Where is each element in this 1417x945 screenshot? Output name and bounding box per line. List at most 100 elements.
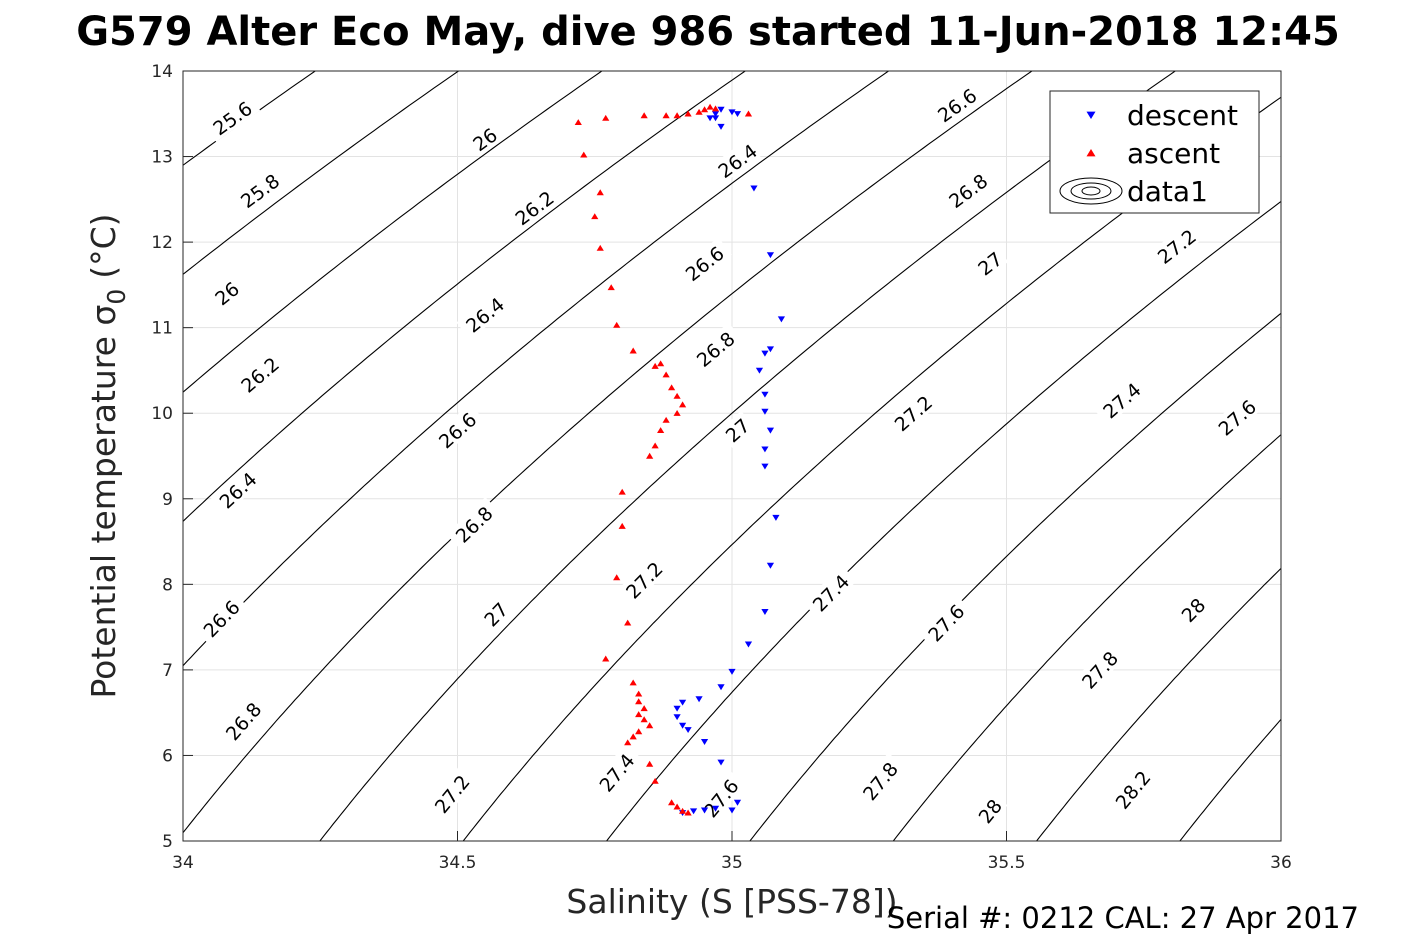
contour-label-bg bbox=[456, 288, 513, 340]
contour-label-bg bbox=[1173, 590, 1212, 629]
legend-descent-label: descent bbox=[1127, 99, 1238, 132]
y-axis-label-main: Potential temperature σ bbox=[84, 305, 123, 699]
ascent-point bbox=[613, 321, 621, 328]
ascent-point bbox=[668, 384, 676, 391]
contour-label-bg bbox=[694, 769, 746, 826]
ascent-point bbox=[678, 401, 687, 408]
ascent-point bbox=[651, 362, 659, 369]
ascent-point bbox=[624, 739, 632, 746]
ascent-point bbox=[618, 522, 626, 529]
ascent-point bbox=[651, 777, 659, 784]
ascent-point bbox=[657, 427, 665, 434]
legend: descent ascent data1 bbox=[1049, 90, 1260, 214]
descent-point bbox=[777, 316, 786, 323]
ascent-point bbox=[646, 722, 654, 729]
ascent-point bbox=[678, 807, 687, 814]
contour-line bbox=[183, 71, 460, 276]
y-tick-label: 11 bbox=[151, 319, 173, 339]
contour-label-bg bbox=[928, 79, 985, 129]
contour-line bbox=[892, 433, 1281, 841]
ascent-point bbox=[646, 452, 654, 459]
contour-label-bg bbox=[803, 565, 857, 620]
descent-point bbox=[717, 123, 725, 130]
ascent-point bbox=[673, 409, 681, 416]
descent-point bbox=[761, 391, 769, 398]
ascent-point bbox=[640, 705, 648, 712]
descent-point bbox=[761, 446, 769, 453]
y-tick-label: 14 bbox=[151, 62, 173, 82]
ascent-point bbox=[744, 110, 753, 117]
descent-point bbox=[733, 799, 742, 806]
descent-point bbox=[772, 514, 780, 521]
serial-cal-footer: Serial #: 0212 CAL: 27 Apr 2017 bbox=[887, 901, 1359, 935]
x-tick-label: 36 bbox=[1270, 853, 1292, 873]
density-contours bbox=[183, 71, 1281, 841]
y-axis-label-subscript: 0 bbox=[102, 289, 131, 305]
ascent-point bbox=[635, 711, 643, 718]
ascent-point bbox=[684, 809, 692, 816]
contour-label-bg bbox=[884, 386, 941, 439]
ascent-point bbox=[591, 213, 599, 220]
descent-point bbox=[711, 805, 720, 812]
ascent-point bbox=[574, 119, 582, 126]
descent-point bbox=[711, 115, 720, 122]
contour-label-bg bbox=[446, 497, 501, 551]
legend-box bbox=[1049, 90, 1260, 214]
descent-point bbox=[766, 562, 775, 569]
descent-point bbox=[761, 350, 769, 357]
contour-line bbox=[183, 71, 747, 523]
contour-label-bg bbox=[465, 120, 504, 157]
contour-label-group: 28 bbox=[1173, 590, 1212, 629]
contour-label-bg bbox=[505, 182, 562, 233]
ascent-point bbox=[580, 151, 588, 158]
y-axis-ticks: 5 6 7 8 9 10 11 12 13 14 bbox=[151, 62, 193, 852]
contour-line bbox=[749, 312, 1281, 841]
contour-label-bg bbox=[476, 594, 514, 633]
ascent-point bbox=[596, 244, 604, 251]
descent-point bbox=[761, 609, 769, 615]
contour-label-bg bbox=[216, 693, 269, 749]
descent-point bbox=[695, 696, 703, 703]
contour-line bbox=[183, 71, 1033, 834]
contour-label-bg bbox=[616, 552, 671, 607]
descent-point bbox=[728, 668, 736, 675]
descent-point bbox=[717, 106, 725, 113]
ascent-point bbox=[684, 110, 692, 117]
x-axis-label: Salinity (S [PSS-78]) bbox=[566, 882, 897, 921]
ascent-point bbox=[673, 392, 681, 399]
contour-label-bg bbox=[853, 752, 906, 809]
x-tick-label: 35.5 bbox=[988, 853, 1026, 873]
ascent-point bbox=[635, 690, 643, 697]
contour-label-bg bbox=[970, 791, 1008, 830]
contour-label-bg bbox=[1106, 761, 1158, 817]
ascent-point bbox=[618, 488, 626, 495]
contour-label-bg bbox=[590, 744, 642, 800]
ascent-point bbox=[646, 760, 654, 767]
ascent-point bbox=[640, 716, 648, 723]
contour-label-bg bbox=[209, 463, 265, 516]
contour-label-bg bbox=[1072, 641, 1126, 697]
contour-label-bg bbox=[1148, 220, 1205, 271]
descent-point bbox=[717, 759, 725, 766]
descent-point bbox=[700, 807, 709, 814]
y-tick-label: 5 bbox=[162, 832, 173, 852]
contour-label-bg bbox=[207, 274, 246, 311]
ascent-point bbox=[607, 284, 615, 291]
chart-title: G579 Alter Eco May, dive 986 started 11-… bbox=[76, 9, 1340, 55]
descent-point bbox=[761, 463, 769, 470]
ascent-point bbox=[673, 803, 681, 810]
contour-label-bg bbox=[687, 322, 743, 375]
contour-label-bg bbox=[425, 765, 477, 822]
descent-point bbox=[678, 722, 687, 729]
descent-point bbox=[711, 111, 720, 118]
descent-point bbox=[684, 727, 692, 734]
contour-label-bg bbox=[970, 244, 1009, 281]
legend-ascent-label: ascent bbox=[1127, 137, 1220, 170]
contour-line bbox=[183, 71, 890, 667]
descent-point bbox=[750, 185, 758, 192]
descent-point bbox=[755, 367, 764, 374]
y-tick-label: 6 bbox=[162, 746, 173, 766]
descent-point bbox=[728, 109, 736, 116]
descent-point bbox=[766, 346, 775, 353]
